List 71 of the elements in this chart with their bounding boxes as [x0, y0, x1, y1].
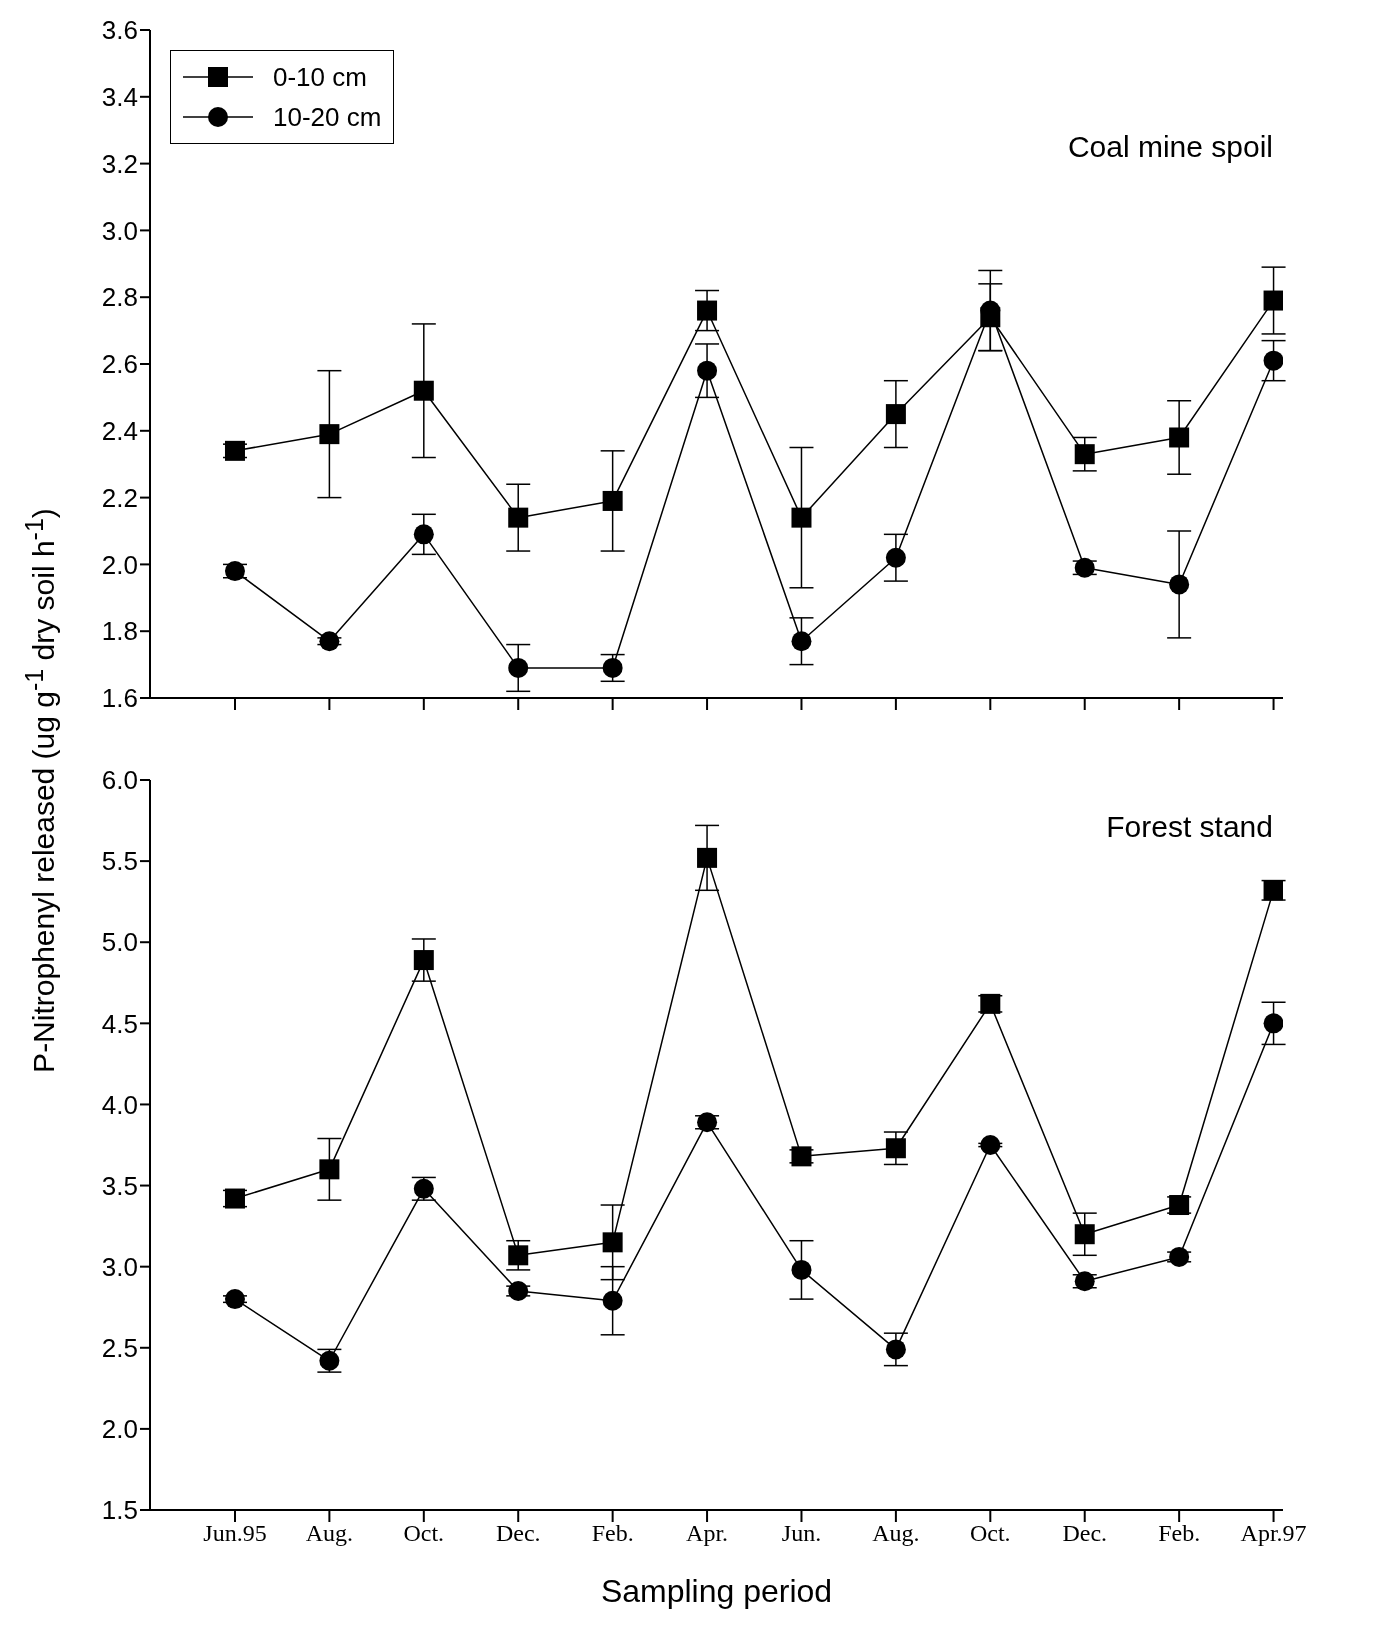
annotation: Coal mine spoil: [1067, 130, 1273, 164]
y-tick-label: 1.8: [101, 616, 138, 647]
y-tick-label: 5.5: [101, 846, 138, 877]
y-tick-label: 2.2: [101, 482, 138, 513]
x-tick-label: Aug.: [872, 1520, 920, 1547]
y-tick-label: 6.0: [101, 765, 138, 796]
x-tick-label: Oct.: [403, 1520, 445, 1547]
point: [1263, 1013, 1283, 1034]
y-tick-label: 3.0: [101, 1251, 138, 1282]
y-tick-label: 2.6: [101, 349, 138, 380]
point: [791, 631, 812, 652]
point: [1263, 290, 1283, 311]
point: [1169, 427, 1190, 448]
point: [602, 657, 623, 678]
x-axis-title: Sampling period: [599, 1573, 834, 1610]
y-tick-label: 4.0: [101, 1089, 138, 1120]
point: [1169, 574, 1190, 595]
x-tick-label: Apr.: [686, 1520, 729, 1547]
x-tick-label: Jun.: [781, 1520, 822, 1547]
point: [885, 547, 906, 568]
point: [508, 1245, 529, 1266]
y-tick-label: 3.4: [101, 82, 138, 113]
point: [319, 1159, 340, 1180]
point: [791, 507, 812, 528]
point: [1263, 350, 1283, 371]
point: [602, 490, 623, 511]
point: [697, 847, 718, 868]
y-tick-label: 3.0: [101, 215, 138, 246]
y-tick-label: 5.0: [101, 927, 138, 958]
x-tick-label: Dec.: [1062, 1520, 1108, 1547]
point: [697, 360, 718, 381]
x-tick-label: Apr.97: [1240, 1520, 1307, 1547]
point: [413, 380, 434, 401]
point: [508, 657, 529, 678]
x-tick-label: Feb.: [1158, 1520, 1201, 1547]
point: [1169, 1246, 1190, 1267]
point: [602, 1290, 623, 1311]
point: [791, 1259, 812, 1280]
point: [697, 300, 718, 321]
point: [413, 524, 434, 545]
y-tick-label: 4.5: [101, 1008, 138, 1039]
x-tick-label: Feb.: [591, 1520, 634, 1547]
y-tick-label: 1.5: [101, 1495, 138, 1526]
y-tick-label: 3.6: [101, 15, 138, 46]
y-tick-label: 2.5: [101, 1333, 138, 1364]
legend-label: 10-20 cm: [273, 101, 382, 133]
point: [1074, 444, 1095, 465]
x-tick-label: Aug.: [305, 1520, 354, 1547]
point: [1074, 1224, 1095, 1245]
legend-label: 0-10 cm: [273, 61, 367, 93]
point: [413, 950, 434, 971]
point: [319, 424, 340, 445]
point: [508, 507, 529, 528]
point: [602, 1232, 623, 1253]
x-tick-label: Dec.: [495, 1520, 541, 1547]
y-tick-label: 1.6: [101, 683, 138, 714]
point: [319, 631, 340, 652]
annotation: Forest stand: [1106, 810, 1273, 844]
y-tick-label: 2.4: [101, 416, 138, 447]
point: [224, 1289, 245, 1310]
point: [885, 1138, 906, 1159]
point: [980, 1135, 1001, 1155]
x-tick-label: Jun.95: [203, 1520, 267, 1547]
y-tick-label: 3.2: [101, 148, 138, 179]
y-tick-label: 2.0: [101, 1414, 138, 1445]
point: [885, 404, 906, 425]
y-tick-label: 2.0: [101, 549, 138, 580]
point: [885, 1339, 906, 1360]
y-tick-label: 2.8: [101, 282, 138, 313]
x-tick-label: Oct.: [969, 1520, 1011, 1547]
y-tick-label: 3.5: [101, 1170, 138, 1201]
